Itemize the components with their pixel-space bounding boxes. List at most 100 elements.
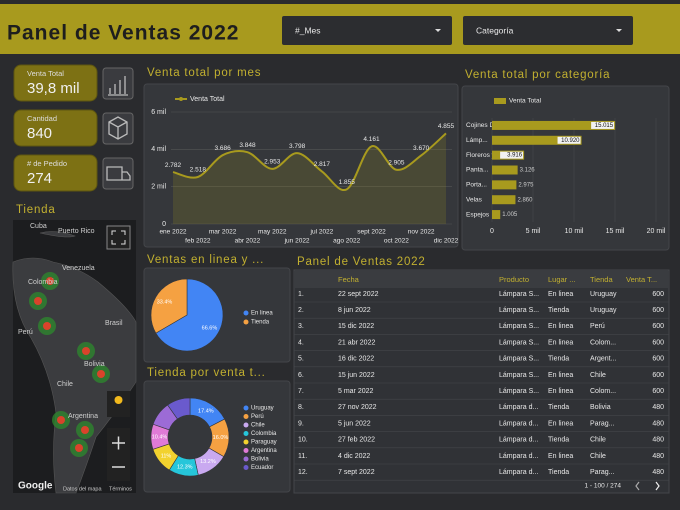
legend-swatch (243, 319, 249, 325)
filter-dropdown[interactable] (463, 16, 633, 45)
data-label: 2.860 (517, 197, 533, 203)
filter-dropdown[interactable] (282, 16, 452, 45)
data-label: 12.3% (177, 464, 193, 470)
map-label: Bolivia (84, 361, 105, 368)
table-cell: Uruguay (590, 307, 617, 314)
data-label: 2.782 (165, 162, 182, 169)
table-cell: 5 mar 2022 (338, 388, 374, 395)
row-number: 9. (298, 420, 304, 427)
table-cell: 480 (652, 453, 664, 460)
y-tick-label: 6 mil (151, 109, 166, 116)
map-label: Perú (18, 329, 33, 336)
y-tick-label: Porta... (466, 182, 487, 189)
data-label: 66.6% (202, 325, 218, 331)
x-tick-label: 15 mil (606, 228, 625, 235)
line (172, 132, 447, 192)
legend-label: Ecuador (251, 465, 273, 471)
filter-label: Categoría (476, 25, 514, 35)
x-tick-label: abr 2022 (235, 238, 261, 245)
pegman (114, 396, 123, 404)
bar (492, 210, 501, 220)
zoom-control[interactable] (107, 428, 130, 481)
table-cell: Lámpara S... (499, 307, 539, 314)
prev-page[interactable] (635, 481, 640, 491)
map-attribution: Datos del mapa (63, 486, 102, 492)
section-title: Tienda (16, 204, 56, 216)
data-label: 2.953 (264, 159, 281, 166)
x-tick-label: 10 mil (565, 228, 584, 235)
data-label: 3.670 (413, 145, 430, 152)
data-label: 3.126 (520, 168, 536, 174)
bar (492, 120, 616, 130)
table-cell: Argent... (590, 356, 617, 363)
table-cell: Parag... (590, 420, 615, 427)
table-cell: Colom... (590, 339, 616, 346)
legend-swatch (243, 465, 249, 470)
y-tick-label: Panta... (466, 167, 489, 174)
data-label: 33.4% (157, 300, 173, 306)
table-cell: 480 (652, 404, 664, 411)
kpi-card (13, 109, 98, 147)
dropdown-arrow (616, 29, 622, 32)
map-label: Colombia (28, 279, 58, 286)
kpi-value: 39,8 mil (27, 80, 80, 97)
column-header[interactable]: Lugar ... (548, 275, 576, 284)
pie-slice (155, 278, 224, 352)
x-tick-label: nov 2022 (408, 229, 435, 236)
table-cell: En linea (548, 339, 573, 346)
row-number: 7. (298, 388, 304, 395)
legend-swatch (243, 310, 249, 316)
row-number: 11. (298, 453, 307, 460)
data-label: 2.905 (388, 159, 405, 166)
table-cell: Lámpara S... (499, 356, 539, 363)
table-cell: En linea (548, 388, 573, 395)
table-cell: Tienda (548, 437, 569, 444)
table-cell: Lámpara S... (499, 291, 539, 298)
data-label: 4.161 (363, 136, 380, 143)
x-tick-label: 5 mil (526, 228, 541, 235)
data-label: 4.855 (438, 123, 455, 130)
row-number: 1. (298, 291, 304, 298)
section-title: Ventas en linea y ... (147, 254, 264, 266)
map-attribution: Términos (109, 486, 132, 492)
filter-label: #_Mes (295, 25, 321, 35)
legend-label: Bolivia (251, 457, 269, 463)
column-header[interactable]: Venta T... (626, 275, 657, 284)
map-heat-inner (43, 322, 51, 330)
data-label: 10.4% (152, 434, 168, 440)
row-number: 5. (298, 356, 304, 363)
legend-swatch (243, 456, 249, 462)
x-tick-label: dic 2022 (434, 238, 459, 245)
map-label: Brasil (105, 320, 123, 327)
legend-label: Chile (251, 423, 265, 429)
legend-swatch (243, 439, 249, 445)
next-page[interactable] (655, 481, 660, 491)
table-panel (293, 269, 670, 494)
table-cell: 27 feb 2022 (338, 437, 375, 444)
y-tick-label: Velas (466, 196, 483, 203)
table-cell: Lámpara d... (499, 420, 538, 427)
table-cell: Lámpara d... (499, 437, 538, 444)
row-number: 10. (298, 437, 308, 444)
table-cell: Tienda (548, 307, 569, 314)
data-label: 16.0% (213, 435, 229, 441)
table-cell: Lámpara d... (499, 404, 538, 411)
table-cell: 5 jun 2022 (338, 420, 371, 427)
legend-swatch (243, 414, 249, 419)
column-header[interactable]: Tienda (590, 275, 613, 284)
y-tick-label: 2 mil (151, 184, 166, 191)
table-cell: Chile (590, 453, 606, 460)
legend-label: Colombia (251, 431, 277, 437)
legend-swatch (243, 448, 249, 453)
legend-label: Paraguay (251, 440, 277, 446)
column-header[interactable]: Producto (499, 275, 529, 284)
fullscreen-button[interactable] (106, 225, 131, 250)
x-tick-label: ago 2022 (333, 238, 360, 245)
table-cell: 600 (652, 339, 664, 346)
bar (492, 180, 517, 190)
map-heat-inner (81, 426, 89, 434)
column-header[interactable]: Fecha (338, 275, 360, 284)
row-number: 3. (298, 323, 304, 330)
row-number: 6. (298, 372, 304, 379)
table-cell: Chile (590, 437, 606, 444)
